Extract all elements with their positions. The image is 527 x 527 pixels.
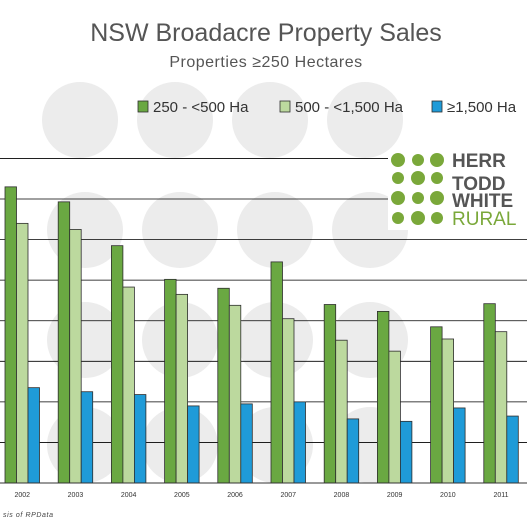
logo-dot [411,211,425,225]
bar-2009-series-1 [376,310,390,484]
bar-2003-series-2 [69,229,82,484]
bar-2011-series-1 [483,303,496,484]
bar-2006-series-2 [228,304,242,484]
logo-dot [430,191,444,205]
x-axis-ticks: 2002 2003 2004 2005 2006 2007 2008 2009 2010 2011 [14,492,508,499]
legend-label: 500 - <1,500 Ha [295,99,404,116]
bar-2008-series-3 [346,418,360,484]
logo-dot [430,153,444,167]
logo-dot [392,172,404,184]
x-tick-label: 2008 [334,492,350,499]
bar-2010-series-2 [441,338,455,484]
bar-2007-series-2 [282,318,295,484]
x-tick-label: 2003 [68,492,84,499]
bar-2005-series-3 [187,405,200,484]
bar-2008-series-2 [335,339,348,484]
bar-2010-series-3 [453,407,466,484]
bar-2009-series-2 [388,350,401,484]
logo-text-line: RURAL [452,209,516,230]
chart-legend: 250 - <500 Ha 500 - <1,500 Ha ≥1,500 Ha [137,99,517,116]
watermark-circle [142,192,218,268]
logo-dot [431,212,443,224]
source-note: sis of RPData [3,512,54,519]
x-tick-label: 2009 [387,492,403,499]
legend-swatch [137,100,149,113]
bar-2002-series-3 [27,387,40,484]
logo-dot [392,212,404,224]
logo-text-line: HERR [452,151,506,172]
bar-2007-series-3 [293,401,306,484]
x-tick-label: 2004 [121,492,137,499]
watermark-circle [232,82,308,158]
chart-subtitle: Properties ≥250 Hectares [169,54,362,71]
logo-dot [412,192,424,204]
bar-2003-series-3 [80,391,94,484]
logo-text-line: TODD [452,174,505,195]
legend-swatch [279,100,291,113]
bar-2004-series-2 [122,286,135,484]
bar-2006-series-1 [217,287,230,484]
logo-dot [391,153,405,167]
bar-2004-series-3 [133,394,147,484]
chart-bars [4,186,519,484]
chart-title: NSW Broadacre Property Sales [90,19,442,47]
bar-2005-series-2 [175,293,189,484]
x-tick-label: 2005 [174,492,190,499]
legend-swatch [431,100,443,113]
logo-dot [391,191,405,205]
watermark-circle [327,82,403,158]
bar-2011-series-2 [494,331,508,484]
bar-2003-series-1 [57,201,71,484]
bar-2011-series-3 [506,415,519,484]
bar-2002-series-2 [16,222,29,484]
bar-2010-series-1 [430,326,443,484]
bar-2004-series-1 [111,245,124,484]
x-tick-label: 2010 [440,492,456,499]
bar-2005-series-1 [164,278,177,484]
logo-text-line: WHITE [452,191,513,212]
bar-2008-series-1 [323,304,337,484]
bar-2002-series-1 [4,186,17,484]
logo-dot [431,172,443,184]
x-tick-label: 2011 [494,492,509,499]
x-tick-label: 2006 [227,492,243,499]
logo-dot [412,154,424,166]
watermark-circle [42,82,118,158]
x-tick-label: 2007 [280,492,296,499]
legend-label: ≥1,500 Ha [447,99,517,116]
watermark-circle [237,192,313,268]
logo-dot [411,171,425,185]
bar-2007-series-1 [270,261,283,484]
bar-2009-series-3 [399,420,413,484]
bar-2006-series-3 [240,403,253,484]
x-tick-label: 2002 [14,492,30,499]
watermark-circle [137,82,213,158]
legend-label: 250 - <500 Ha [153,99,249,116]
